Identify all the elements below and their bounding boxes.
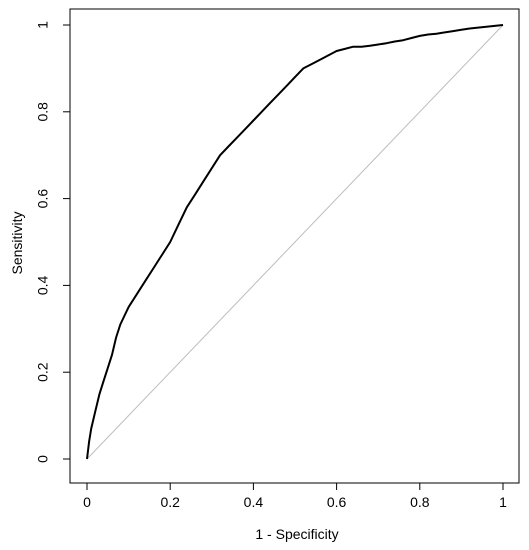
y-tick-label: 0.2 bbox=[35, 362, 51, 382]
y-tick-label: 0 bbox=[35, 455, 51, 463]
x-axis: 0 0.2 0.4 0.6 0.8 1 bbox=[83, 482, 507, 510]
x-tick-label: 1 bbox=[499, 494, 507, 510]
x-tick-label: 0.2 bbox=[160, 494, 180, 510]
x-axis-label: 1 - Specificity bbox=[255, 526, 338, 542]
y-tick-label: 0.8 bbox=[35, 102, 51, 122]
y-axis-label: Sensitivity bbox=[9, 211, 25, 274]
y-tick-label: 0.6 bbox=[35, 189, 51, 209]
y-axis: 0 0.2 0.4 0.6 0.8 1 bbox=[35, 21, 71, 463]
x-tick-label: 0.6 bbox=[327, 494, 347, 510]
x-tick-label: 0.4 bbox=[244, 494, 264, 510]
x-tick-label: 0.8 bbox=[410, 494, 430, 510]
x-tick-label: 0 bbox=[83, 494, 91, 510]
reference-diagonal-line bbox=[86, 24, 504, 460]
y-tick-label: 1 bbox=[35, 21, 51, 29]
y-tick-label: 0.4 bbox=[35, 275, 51, 295]
roc-curve bbox=[86, 24, 504, 460]
plot-box bbox=[69, 8, 520, 484]
